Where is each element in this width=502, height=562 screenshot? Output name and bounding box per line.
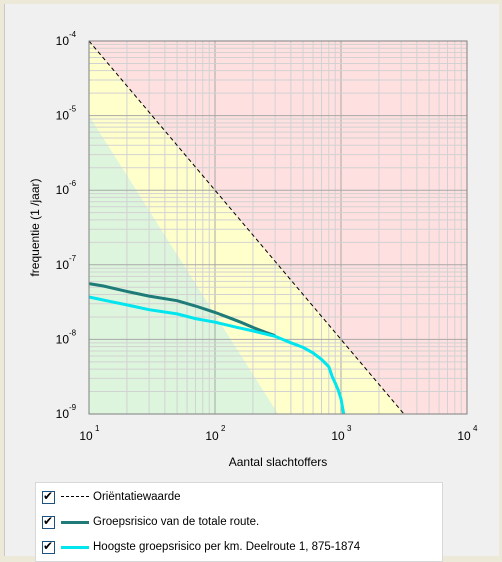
- y-tick-label: 10 -6: [56, 179, 77, 197]
- legend-item-orientatiewaarde[interactable]: ✔ Oriëntatiewaarde: [42, 487, 181, 507]
- y-tick-base: 10: [56, 109, 70, 123]
- y-tick-base: 10: [56, 407, 70, 421]
- legend-label-hoogste-per-km: Hoogste groepsrisico per km. Deelroute 1…: [93, 541, 361, 553]
- legend-label-orientatiewaarde: Oriëntatiewaarde: [93, 491, 181, 503]
- series-line-totale-route: [88, 282, 276, 338]
- legend: ✔ Oriëntatiewaarde ✔ Groepsrisico van de…: [35, 482, 443, 562]
- x-tick-exponent: 3: [347, 424, 352, 433]
- x-tick-label: 102: [205, 424, 226, 443]
- y-tick-label: 10 -4: [56, 30, 77, 48]
- plot-border: [88, 40, 468, 415]
- y-tick-base: 10: [56, 258, 70, 272]
- dashed-line-swatch: [61, 492, 89, 502]
- y-tick-label: 10 -5: [56, 105, 77, 123]
- checkmark-icon: ✔: [43, 538, 54, 553]
- x-tick-exponent: 1: [95, 424, 100, 433]
- y-tick-exponent: -4: [69, 30, 77, 39]
- x-tick-label: 104: [457, 424, 478, 443]
- series-line-orientatiewaarde: [88, 40, 405, 415]
- y-axis-label: frequentie (1 /jaar): [28, 178, 42, 276]
- x-tick-label: 101: [79, 424, 100, 443]
- y-tick-base: 10: [56, 183, 70, 197]
- cyan-line-swatch: [61, 542, 89, 552]
- y-tick-exponent: -7: [69, 254, 77, 263]
- checkmark-icon: ✔: [43, 488, 54, 503]
- y-tick-exponent: -6: [69, 179, 77, 188]
- x-axis-label: Aantal slachtoffers: [229, 455, 328, 469]
- checkmark-icon: ✔: [43, 513, 54, 528]
- x-tick-base: 10: [205, 429, 219, 443]
- y-tick-exponent: -5: [69, 105, 77, 114]
- x-tick-base: 10: [331, 429, 345, 443]
- legend-checkbox-totale-route[interactable]: ✔: [42, 513, 55, 529]
- y-tick-base: 10: [56, 332, 70, 346]
- teal-line-swatch: [61, 517, 89, 527]
- chart-panel: 10 1 10 2 10 3 10 4 10 -4 10 -5 10 -6 10 -7 10 -8 10 -9 fre…: [4, 4, 499, 562]
- legend-item-hoogste-per-km[interactable]: ✔ Hoogste groepsrisico per km. Deelroute…: [42, 537, 360, 557]
- legend-checkbox-orientatiewaarde[interactable]: ✔: [42, 488, 55, 504]
- y-tick-exponent: -9: [69, 403, 77, 412]
- y-tick-exponent: -8: [69, 328, 77, 337]
- x-tick-exponent: 4: [473, 424, 478, 433]
- y-tick-label: 10 -9: [56, 403, 77, 421]
- legend-label-totale-route: Groepsrisico van de totale route.: [93, 516, 260, 528]
- legend-checkbox-hoogste-per-km[interactable]: ✔: [42, 538, 55, 554]
- x-tick-label: 103: [331, 424, 352, 443]
- y-tick-label: 10 -8: [56, 328, 77, 346]
- series-line-hoogste-per-km: [88, 295, 346, 415]
- y-tick-base: 10: [56, 34, 70, 48]
- y-tick-label: 10 -7: [56, 254, 77, 272]
- x-tick-exponent: 2: [221, 424, 226, 433]
- legend-item-totale-route[interactable]: ✔ Groepsrisico van de totale route.: [42, 512, 259, 532]
- x-tick-base: 10: [79, 429, 93, 443]
- x-tick-base: 10: [457, 429, 471, 443]
